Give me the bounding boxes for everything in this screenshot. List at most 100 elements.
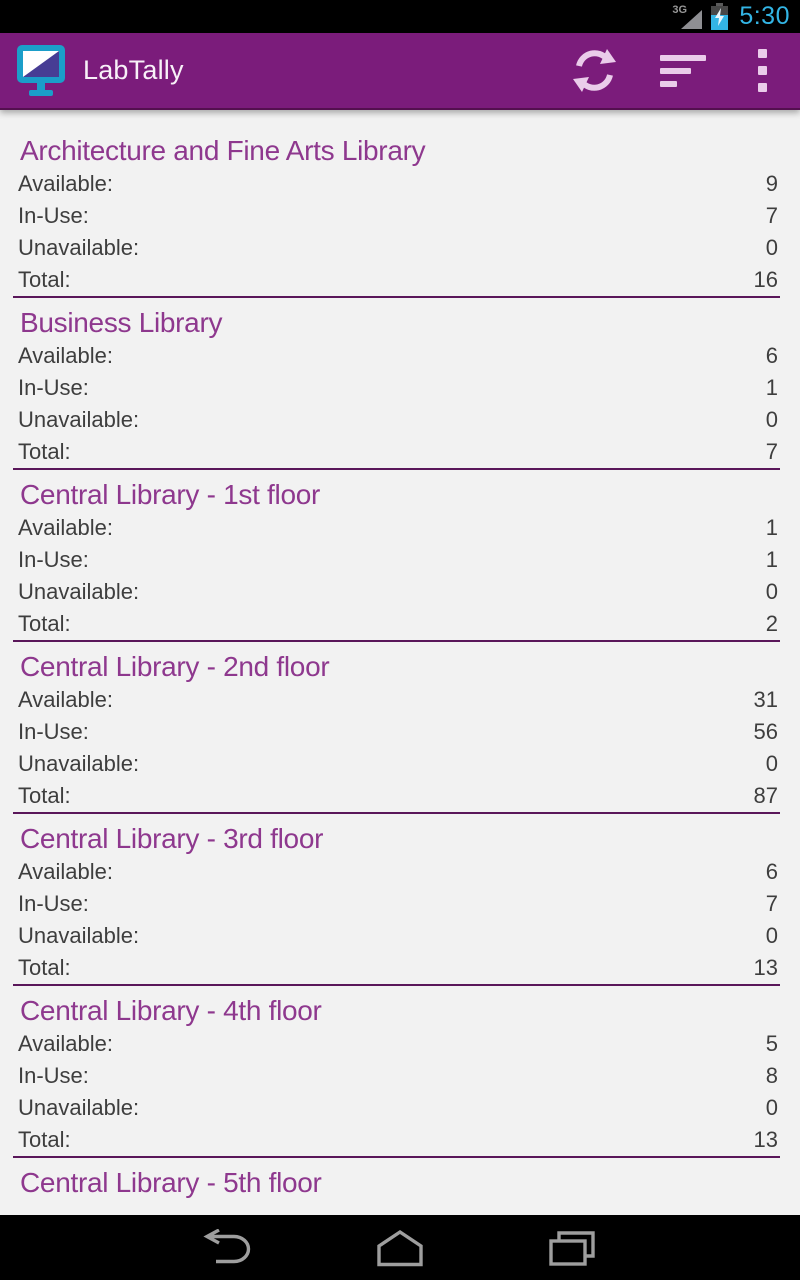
recent-apps-button[interactable] [542,1224,602,1272]
stat-row: Total: 13 [0,952,800,984]
stat-value: 87 [753,783,778,808]
stat-value: 9 [765,171,778,196]
library-name: Central Library - 5th floor [20,1167,322,1198]
stat-value: 7 [765,203,778,228]
stat-label: Available: [18,859,113,884]
stat-label: Total: [18,267,71,292]
stats-rows: Available: 6 In-Use: 7 Unavailable: 0 Total: 13 [0,856,800,984]
stat-label: In-Use: [18,547,89,572]
sort-icon [660,54,706,87]
stat-label: Available: [18,171,113,196]
stat-row: Total: 13 [0,1124,800,1156]
stat-label: In-Use: [18,719,89,744]
stat-label: Available: [18,1031,113,1056]
stat-value: 6 [765,859,778,884]
stats-rows: Available: 9 In-Use: 7 Unavailable: 0 Total: 16 [0,168,800,296]
library-name: Central Library - 1st floor [20,479,321,510]
sort-button[interactable] [660,41,708,101]
stat-row: Unavailable: 0 [0,1092,800,1124]
section-divider [13,296,780,298]
stat-label: Unavailable: [18,751,140,776]
action-bar-actions [570,41,774,101]
stat-row: Available: 9 [0,168,800,200]
stat-row: Unavailable: 0 [0,576,800,608]
stat-value: 13 [753,955,778,980]
stat-label: In-Use: [18,1063,89,1088]
stat-label: Unavailable: [18,407,140,432]
stat-value: 31 [753,687,778,712]
stat-row: Unavailable: 0 [0,920,800,952]
stat-row: Unavailable: 0 [0,404,800,436]
stat-label: In-Use: [18,203,89,228]
stats-rows: Available: 5 In-Use: 8 Unavailable: 0 Total: 13 [0,1028,800,1156]
status-bar: 3G 5:30 [0,0,800,33]
stat-row: Total: 87 [0,780,800,812]
section-divider [13,1156,780,1158]
stat-label: Unavailable: [18,579,140,604]
stat-value: 6 [765,343,778,368]
action-bar: LabTally [0,33,800,110]
signal-strength-icon: 3G [672,3,703,30]
clock: 5:30 [739,2,790,30]
stat-row: In-Use: 56 [0,716,800,748]
library-section[interactable]: Central Library - 2nd floor Available: 31… [0,642,800,814]
stat-value: 0 [765,407,778,432]
stat-value: 0 [765,579,778,604]
library-section[interactable]: Architecture and Fine Arts Library Avail… [0,126,800,298]
stat-label: Total: [18,611,71,636]
stat-value: 0 [765,1095,778,1120]
stat-row: Available: 31 [0,684,800,716]
stats-rows: Available: 31 In-Use: 56 Unavailable: 0 Total:… [0,684,800,812]
stat-value: 0 [765,751,778,776]
refresh-button[interactable] [570,41,618,101]
stat-value: 56 [753,719,778,744]
section-divider [13,468,780,470]
recent-apps-icon [549,1230,595,1266]
stat-row: Available: 6 [0,856,800,888]
refresh-icon [572,49,616,92]
library-name: Central Library - 3rd floor [20,823,324,854]
stat-row: Unavailable: 0 [0,232,800,264]
lab-list[interactable]: Architecture and Fine Arts Library Avail… [0,110,800,1215]
stat-row: In-Use: 7 [0,200,800,232]
stat-row: Total: 2 [0,608,800,640]
stat-label: Unavailable: [18,923,140,948]
stat-label: In-Use: [18,375,89,400]
stat-row: In-Use: 7 [0,888,800,920]
stat-value: 5 [765,1031,778,1056]
stat-value: 8 [765,1063,778,1088]
overflow-menu-icon [757,48,767,92]
stat-label: Total: [18,783,71,808]
library-name: Business Library [20,307,223,338]
app-title: LabTally [83,55,184,85]
stat-value: 7 [765,439,778,464]
stat-label: Total: [18,955,71,980]
library-section[interactable]: Central Library - 1st floor Available: 1 I… [0,470,800,642]
stat-label: Unavailable: [18,1095,140,1120]
stat-value: 1 [765,515,778,540]
app-home-button[interactable]: LabTally [14,33,184,108]
network-type-label: 3G [672,3,688,16]
stat-label: Available: [18,515,113,540]
library-section[interactable]: Business Library Available: 6 In-Use: 1 Unav… [0,298,800,470]
navigation-bar [0,1215,800,1280]
stat-row: Total: 7 [0,436,800,468]
section-divider [13,812,780,814]
library-section[interactable]: Central Library - 3rd floor Available: 6 I… [0,814,800,986]
back-button[interactable] [198,1224,258,1272]
stat-label: Total: [18,439,71,464]
stat-row: In-Use: 1 [0,544,800,576]
home-icon [377,1229,423,1266]
stat-label: In-Use: [18,891,89,916]
home-button[interactable] [370,1224,430,1272]
section-divider [13,640,780,642]
stat-value: 1 [765,547,778,572]
overflow-menu-button[interactable] [750,41,774,101]
library-section[interactable]: Central Library - 4th floor Available: 5 I… [0,986,800,1158]
stat-value: 1 [765,375,778,400]
stats-rows: Available: 6 In-Use: 1 Unavailable: 0 Total: 7 [0,340,800,468]
library-section[interactable]: Central Library - 5th floor [0,1158,800,1200]
stat-value: 0 [765,235,778,260]
stat-row: Total: 16 [0,264,800,296]
